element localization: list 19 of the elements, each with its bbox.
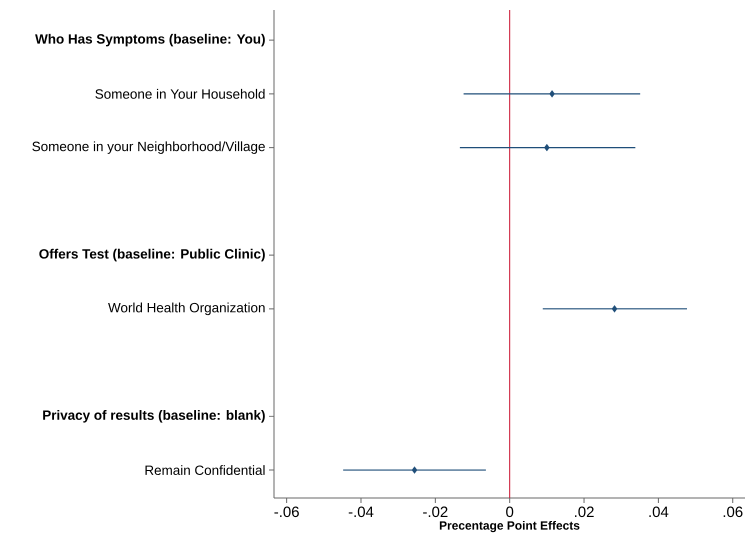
x-axis-title: Precentage Point Effects (440, 520, 580, 532)
point (549, 90, 555, 98)
x-tick-label: .04 (649, 506, 668, 518)
y-tick-label: Offers Test (baseline: Public Clinic) (39, 248, 265, 262)
x-tick-label: .02 (575, 506, 594, 518)
point (612, 305, 618, 313)
x-tick-label: 0 (506, 506, 514, 518)
x-tick-label: -.06 (274, 506, 299, 518)
y-tick-label: Someone in your Neighborhood/Village (32, 141, 265, 154)
x-tick-label: -.02 (423, 506, 448, 518)
y-tick-label: Who Has Symptoms (baseline: You) (35, 34, 265, 46)
y-tick-label: World Health Organization (108, 302, 265, 316)
x-tick-label: -.04 (348, 506, 374, 518)
point (412, 466, 418, 474)
y-tick-label: Privacy of results (baseline: blank) (43, 410, 265, 423)
y-tick-label: Remain Confidential (145, 465, 265, 475)
y-tick-label: Someone in Your Household (95, 88, 265, 99)
x-tick-label: .06 (724, 506, 742, 518)
point (544, 144, 550, 152)
